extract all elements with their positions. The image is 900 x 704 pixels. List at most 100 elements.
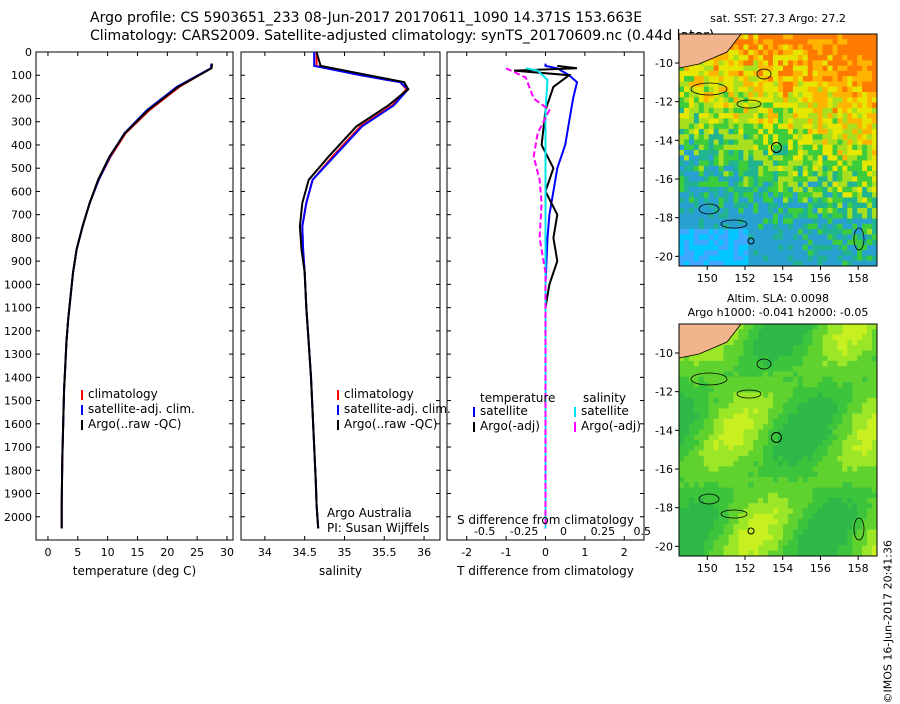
map-cell — [783, 44, 789, 51]
map-cell — [684, 360, 690, 367]
map-cell — [684, 408, 690, 414]
map-cell — [807, 540, 813, 546]
map-cell — [723, 440, 729, 446]
map-cell — [763, 429, 769, 436]
map-cell — [802, 524, 809, 530]
map-cell — [753, 324, 759, 330]
map-cell — [837, 450, 843, 457]
map-cell — [728, 55, 734, 61]
map-cell — [867, 545, 873, 552]
map-cell — [768, 371, 774, 378]
map-cell — [763, 176, 769, 182]
map-cell — [723, 102, 729, 109]
map-cell — [763, 92, 769, 98]
map-cell — [817, 508, 823, 515]
map-cell — [783, 244, 789, 251]
map-cell — [832, 213, 838, 219]
map-cell — [867, 160, 873, 167]
map-cell — [817, 413, 823, 420]
map-cell — [718, 86, 724, 93]
map-cell — [738, 65, 744, 72]
map-cell — [817, 118, 823, 124]
map-cell — [728, 134, 734, 140]
map-cell — [698, 65, 705, 72]
map-cell — [867, 208, 873, 214]
map-cell — [748, 202, 754, 209]
map-cell — [763, 450, 769, 457]
map-cell — [768, 113, 774, 119]
map-cell — [842, 360, 848, 367]
map-cell — [738, 429, 744, 436]
map-cell — [787, 250, 794, 256]
map-cell — [743, 255, 749, 262]
map-y-tick-label: -20 — [655, 540, 673, 553]
map-cell — [817, 540, 823, 546]
map-cell — [847, 397, 853, 404]
map-cell — [837, 350, 843, 356]
map-cell — [792, 324, 799, 330]
map-cell — [758, 382, 764, 388]
map-cell — [684, 213, 690, 219]
map-cell — [817, 334, 823, 341]
map-cell — [812, 513, 818, 520]
map-cell — [802, 376, 809, 383]
map-cell — [733, 229, 739, 235]
map-cell — [684, 128, 690, 135]
map-cell — [842, 155, 848, 161]
map-cell — [763, 413, 769, 420]
map-cell — [763, 250, 769, 256]
imos-credit: ©IMOS 16-Jun-2017 20:41:36 — [882, 540, 895, 704]
map-cell — [817, 223, 823, 230]
map-cell — [852, 186, 858, 193]
map-cell — [872, 229, 878, 235]
map-cell — [792, 144, 799, 151]
map-cell — [688, 403, 695, 409]
map-cell — [787, 434, 794, 441]
map-cell — [792, 39, 799, 45]
map-cell — [842, 524, 848, 530]
map-cell — [827, 192, 833, 198]
map-cell — [763, 519, 769, 525]
map-cell — [832, 360, 838, 367]
map-cell — [728, 49, 734, 56]
map-cell — [778, 160, 784, 167]
map-cell — [738, 134, 744, 140]
map-cell — [763, 376, 769, 383]
map-cell — [847, 482, 853, 488]
map-cell — [733, 408, 739, 414]
map-cell — [723, 424, 729, 430]
map-cell — [773, 324, 779, 330]
map-cell — [778, 519, 784, 525]
map-cell — [758, 355, 764, 362]
map-cell — [713, 498, 719, 504]
map-cell — [738, 165, 744, 172]
map-cell — [852, 76, 858, 82]
map-cell — [728, 171, 734, 177]
map-cell — [857, 60, 863, 66]
map-cell — [807, 70, 813, 77]
map-cell — [773, 360, 779, 367]
map-cell — [773, 218, 779, 225]
map-cell — [812, 445, 818, 451]
map-cell — [872, 192, 878, 198]
depth-tick-label: 700 — [11, 209, 32, 222]
map-cell — [718, 455, 724, 462]
map-cell — [832, 171, 838, 177]
map-cell — [748, 371, 754, 378]
map-cell — [778, 334, 784, 341]
map-cell — [792, 155, 799, 161]
map-cell — [867, 239, 873, 246]
map-cell — [867, 371, 873, 378]
map-cell — [832, 128, 838, 135]
map-cell — [688, 519, 695, 525]
map-cell — [753, 440, 759, 446]
map-cell — [773, 118, 779, 124]
map-cell — [763, 550, 769, 557]
map-cell — [753, 250, 759, 256]
map-cell — [802, 55, 809, 61]
map-cell — [733, 86, 739, 93]
map-cell — [743, 429, 749, 436]
map-cell — [728, 403, 734, 409]
map-cell — [763, 81, 769, 88]
map-cell — [758, 181, 764, 188]
